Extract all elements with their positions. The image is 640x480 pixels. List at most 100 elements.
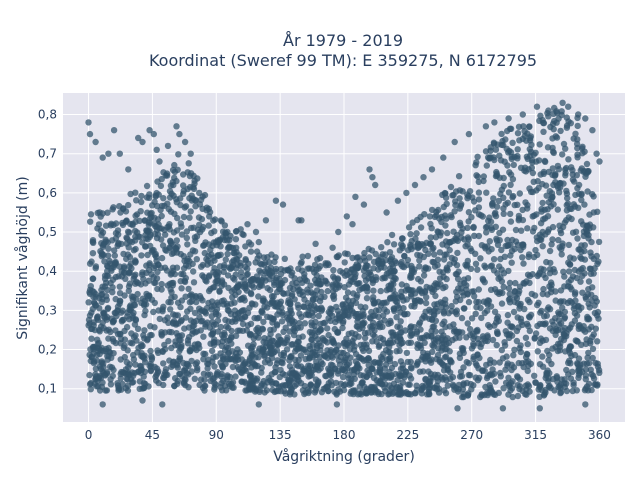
data-point	[158, 175, 165, 183]
data-point	[376, 366, 384, 373]
data-point	[139, 138, 146, 146]
data-point	[181, 138, 189, 146]
data-point	[504, 199, 511, 206]
data-point	[279, 201, 287, 208]
data-point	[294, 376, 301, 383]
data-point	[124, 387, 132, 394]
data-point	[98, 359, 106, 367]
data-point	[420, 272, 428, 279]
data-point	[472, 260, 480, 267]
data-point	[172, 375, 179, 382]
data-point	[143, 290, 150, 298]
data-point	[500, 270, 508, 277]
data-point	[130, 247, 138, 254]
data-point	[303, 348, 310, 356]
data-point	[585, 380, 593, 388]
data-point	[529, 169, 537, 177]
data-point	[180, 253, 187, 260]
data-point	[333, 346, 340, 353]
data-point	[549, 236, 556, 243]
data-point	[161, 264, 169, 271]
data-point	[152, 262, 159, 270]
data-point	[385, 269, 392, 277]
data-point	[354, 292, 361, 299]
data-point	[244, 221, 251, 228]
data-point	[557, 127, 564, 135]
data-point	[387, 319, 394, 327]
data-point	[90, 350, 97, 357]
data-point	[386, 349, 394, 356]
data-point	[498, 300, 506, 307]
data-point	[152, 279, 159, 286]
data-point	[164, 142, 172, 150]
data-point	[465, 390, 472, 397]
data-point	[582, 401, 589, 408]
data-point	[519, 254, 526, 261]
data-point	[254, 315, 261, 322]
data-point	[482, 123, 490, 130]
data-point	[443, 251, 450, 258]
data-point	[255, 354, 262, 361]
data-point	[459, 225, 466, 232]
data-point	[345, 371, 352, 378]
data-point	[137, 366, 145, 374]
data-point	[216, 288, 223, 295]
data-point	[90, 293, 97, 301]
data-point	[516, 283, 524, 290]
data-point	[341, 250, 349, 257]
data-point	[185, 160, 192, 167]
data-point	[86, 130, 94, 138]
data-point	[407, 364, 415, 371]
data-point	[196, 381, 203, 389]
data-point	[435, 338, 442, 345]
data-point	[162, 231, 169, 238]
data-point	[553, 119, 560, 126]
chart-title-line-2: Koordinat (Sweref 99 TM): E 359275, N 61…	[149, 51, 537, 70]
data-point	[278, 318, 286, 325]
data-point	[191, 375, 198, 382]
data-point	[191, 177, 198, 184]
data-point	[534, 301, 541, 309]
data-point	[231, 250, 238, 257]
data-point	[519, 216, 527, 224]
data-point	[416, 257, 423, 264]
data-point	[189, 293, 196, 300]
data-point	[440, 203, 447, 211]
data-point	[388, 231, 396, 239]
data-point	[528, 290, 535, 298]
data-point	[258, 369, 265, 376]
data-point	[418, 390, 425, 397]
data-point	[475, 178, 482, 186]
data-point	[345, 297, 352, 304]
data-point	[100, 324, 107, 332]
data-point	[311, 352, 318, 359]
data-point	[231, 299, 238, 306]
data-point	[578, 190, 585, 197]
data-point	[578, 248, 585, 255]
data-point	[506, 295, 514, 302]
data-point	[498, 346, 505, 354]
data-point	[492, 223, 499, 230]
data-point	[494, 241, 502, 248]
data-point	[466, 188, 474, 195]
data-point	[487, 371, 494, 378]
data-point	[465, 371, 472, 379]
data-point	[336, 282, 343, 289]
data-point	[377, 334, 384, 342]
data-point	[500, 283, 507, 291]
data-point	[546, 247, 554, 255]
data-point	[258, 276, 266, 284]
data-point	[484, 307, 491, 314]
data-point	[517, 315, 525, 322]
data-point	[149, 247, 156, 254]
data-point	[555, 166, 563, 173]
x-tick-label: 135	[269, 428, 292, 442]
data-point	[470, 342, 477, 349]
data-point	[134, 349, 141, 356]
data-point	[158, 254, 166, 262]
data-point	[214, 369, 221, 376]
data-point	[524, 367, 531, 375]
data-point	[567, 120, 574, 127]
data-point	[94, 340, 102, 348]
data-point	[101, 371, 109, 378]
